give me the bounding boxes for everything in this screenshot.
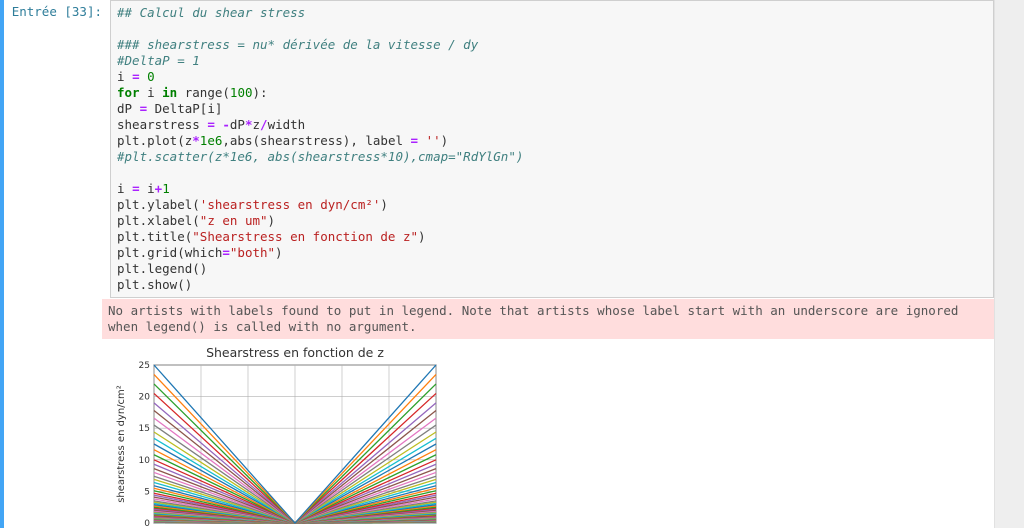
code-input-row: Entrée [33]: ## Calcul du shear stress #… xyxy=(4,0,994,298)
code-line: i = i+1 xyxy=(117,181,987,197)
code-line: plt.plot(z*1e6,abs(shearstress), label =… xyxy=(117,133,987,149)
notebook-cell: Entrée [33]: ## Calcul du shear stress #… xyxy=(0,0,994,528)
output-warning-row: No artists with labels found to put in l… xyxy=(4,298,994,339)
svg-text:20: 20 xyxy=(139,393,151,403)
code-line: plt.ylabel('shearstress en dyn/cm²') xyxy=(117,197,987,213)
code-line: ### shearstress = nu* dérivée de la vite… xyxy=(117,37,987,53)
svg-text:10: 10 xyxy=(139,456,151,466)
output-plot-row: Shearstress en fonction de z−1.5−1.0−0.5… xyxy=(4,345,994,528)
code-line: plt.xlabel("z en um") xyxy=(117,213,987,229)
code-line xyxy=(117,21,987,37)
input-prompt: Entrée [33]: xyxy=(4,0,110,20)
code-line: shearstress = -dP*z/width xyxy=(117,117,987,133)
svg-text:5: 5 xyxy=(144,487,150,497)
code-line: i = 0 xyxy=(117,69,987,85)
code-line: dP = DeltaP[i] xyxy=(117,101,987,117)
shearstress-plot: Shearstress en fonction de z−1.5−1.0−0.5… xyxy=(112,345,452,528)
code-line: #DeltaP = 1 xyxy=(117,53,987,69)
svg-text:25: 25 xyxy=(139,361,150,371)
code-line: plt.show() xyxy=(117,277,987,293)
svg-text:Shearstress en fonction de z: Shearstress en fonction de z xyxy=(206,345,384,360)
svg-text:shearstress en dyn/cm²: shearstress en dyn/cm² xyxy=(116,385,127,503)
code-line: plt.grid(which="both") xyxy=(117,245,987,261)
code-line: plt.legend() xyxy=(117,261,987,277)
svg-text:0: 0 xyxy=(144,519,150,528)
legend-warning: No artists with labels found to put in l… xyxy=(102,299,994,339)
code-line: ## Calcul du shear stress xyxy=(117,5,987,21)
code-line xyxy=(117,165,987,181)
plot-output: Shearstress en fonction de z−1.5−1.0−0.5… xyxy=(112,345,452,528)
svg-text:15: 15 xyxy=(139,424,150,434)
code-line: for i in range(100): xyxy=(117,85,987,101)
code-line: plt.title("Shearstress en fonction de z"… xyxy=(117,229,987,245)
code-editor[interactable]: ## Calcul du shear stress ### shearstres… xyxy=(110,0,994,298)
code-line: #plt.scatter(z*1e6, abs(shearstress*10),… xyxy=(117,149,987,165)
